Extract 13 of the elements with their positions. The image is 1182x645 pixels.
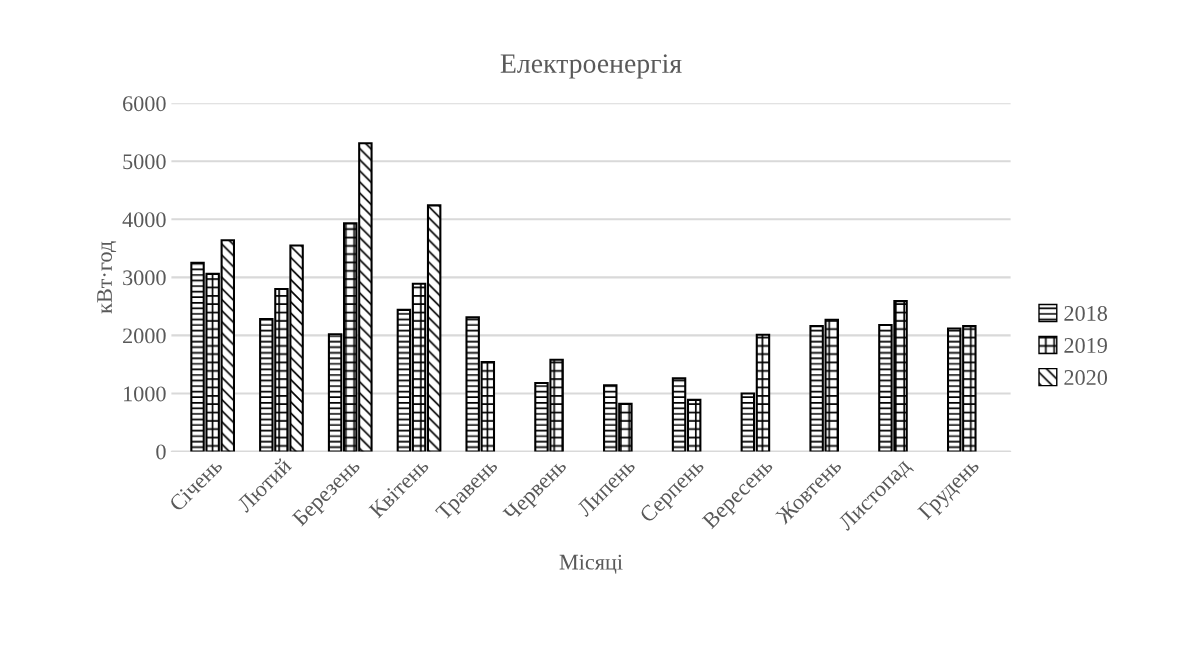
y-tick-label: 1000 bbox=[124, 386, 166, 402]
y-tick-label: 2000 bbox=[123, 328, 166, 344]
y-tick-label: 5000 bbox=[123, 154, 166, 170]
y-axis-title: кВт·год bbox=[97, 241, 117, 314]
legend-label: 2019 bbox=[1064, 337, 1107, 353]
chart-title: Електроенергія bbox=[500, 54, 682, 79]
y-tick-label: 6000 bbox=[123, 96, 166, 112]
y-tick-label: 0 bbox=[156, 444, 166, 460]
legend-label: 2020 bbox=[1064, 370, 1108, 386]
y-tick-label: 4000 bbox=[122, 212, 166, 228]
y-tick-label: 3000 bbox=[123, 270, 166, 286]
legend-label: 2018 bbox=[1064, 305, 1108, 321]
x-axis-title: Місяці bbox=[559, 554, 623, 574]
